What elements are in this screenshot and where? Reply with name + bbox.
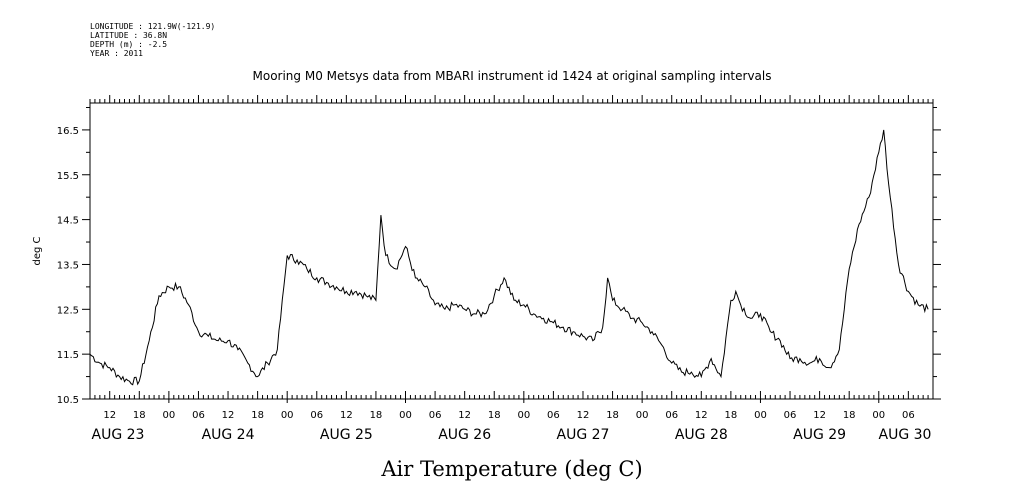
x-tick-label: 00 [281, 410, 294, 421]
y-tick-labels: 10.5 11.5 12.5 13.5 14.5 15.5 16.5 [57, 126, 79, 406]
x-tick-label: 12 [813, 410, 826, 421]
metadata-block: LONGITUDE : 121.9W(-121.9) LATITUDE : 36… [90, 22, 215, 58]
x-tick-label: 06 [902, 410, 915, 421]
x-tick-label: 12 [222, 410, 235, 421]
x-axis-label: Air Temperature (deg C) [380, 457, 642, 481]
longitude-text: LONGITUDE : 121.9W(-121.9) [90, 22, 216, 31]
day-label: AUG 26 [438, 427, 491, 443]
day-label: AUG 25 [320, 427, 373, 443]
day-label: AUG 27 [557, 427, 610, 443]
x-tick-label: 18 [251, 410, 264, 421]
y-tick-label: 11.5 [57, 350, 79, 361]
day-label: AUG 29 [793, 427, 846, 443]
x-tick-label: 00 [754, 410, 767, 421]
day-label: AUG 23 [92, 427, 145, 443]
x-tick-label: 00 [872, 410, 885, 421]
y-tick-label: 16.5 [57, 126, 79, 137]
day-labels: AUG 23 AUG 24 AUG 25 AUG 26 AUG 27 AUG 28 AUG … [92, 427, 932, 443]
chart-title: Mooring M0 Metsys data from MBARI instru… [253, 69, 772, 83]
x-tick-label: 00 [163, 410, 176, 421]
x-tick-label: 18 [606, 410, 619, 421]
x-tick-label: 06 [665, 410, 678, 421]
x-tick-label: 06 [429, 410, 442, 421]
x-tick-label: 00 [517, 410, 530, 421]
x-tick-label: 18 [725, 410, 738, 421]
x-tick-labels: 12 18 00 06 12 18 00 06 12 18 00 06 12 18 00 06 12 18 00 06… [103, 410, 914, 421]
day-label: AUG 28 [675, 427, 728, 443]
x-tick-label: 06 [547, 410, 560, 421]
x-tick-label: 18 [133, 410, 146, 421]
depth-text: DEPTH (m) : -2.5 [90, 40, 168, 49]
x-tick-label: 12 [340, 410, 353, 421]
day-label: AUG 24 [202, 427, 255, 443]
latitude-text: LATITUDE : 36.8N [90, 31, 168, 40]
x-tick-label: 18 [488, 410, 501, 421]
plot-frame [89, 102, 934, 400]
y-tick-label: 14.5 [57, 216, 79, 227]
y-tick-label: 13.5 [57, 260, 79, 271]
x-tick-label: 06 [310, 410, 323, 421]
x-tick-label: 06 [192, 410, 205, 421]
y-tick-label: 15.5 [57, 171, 79, 182]
x-tick-label: 00 [636, 410, 649, 421]
x-tick-label: 18 [843, 410, 856, 421]
x-tick-label: 18 [370, 410, 383, 421]
series-line-air-temperature [89, 129, 929, 386]
y-tick-label: 10.5 [57, 395, 79, 406]
x-tick-label: 00 [399, 410, 412, 421]
day-label: AUG 30 [879, 427, 932, 443]
y-axis-label: deg C [32, 236, 43, 265]
year-text: YEAR : 2011 [90, 49, 143, 58]
x-tick-label: 12 [695, 410, 708, 421]
x-tick-label: 06 [784, 410, 797, 421]
x-tick-label: 12 [458, 410, 471, 421]
x-tick-label: 12 [103, 410, 116, 421]
x-tick-label: 12 [577, 410, 590, 421]
axis-ticks [82, 95, 941, 403]
y-tick-label: 12.5 [57, 305, 79, 316]
